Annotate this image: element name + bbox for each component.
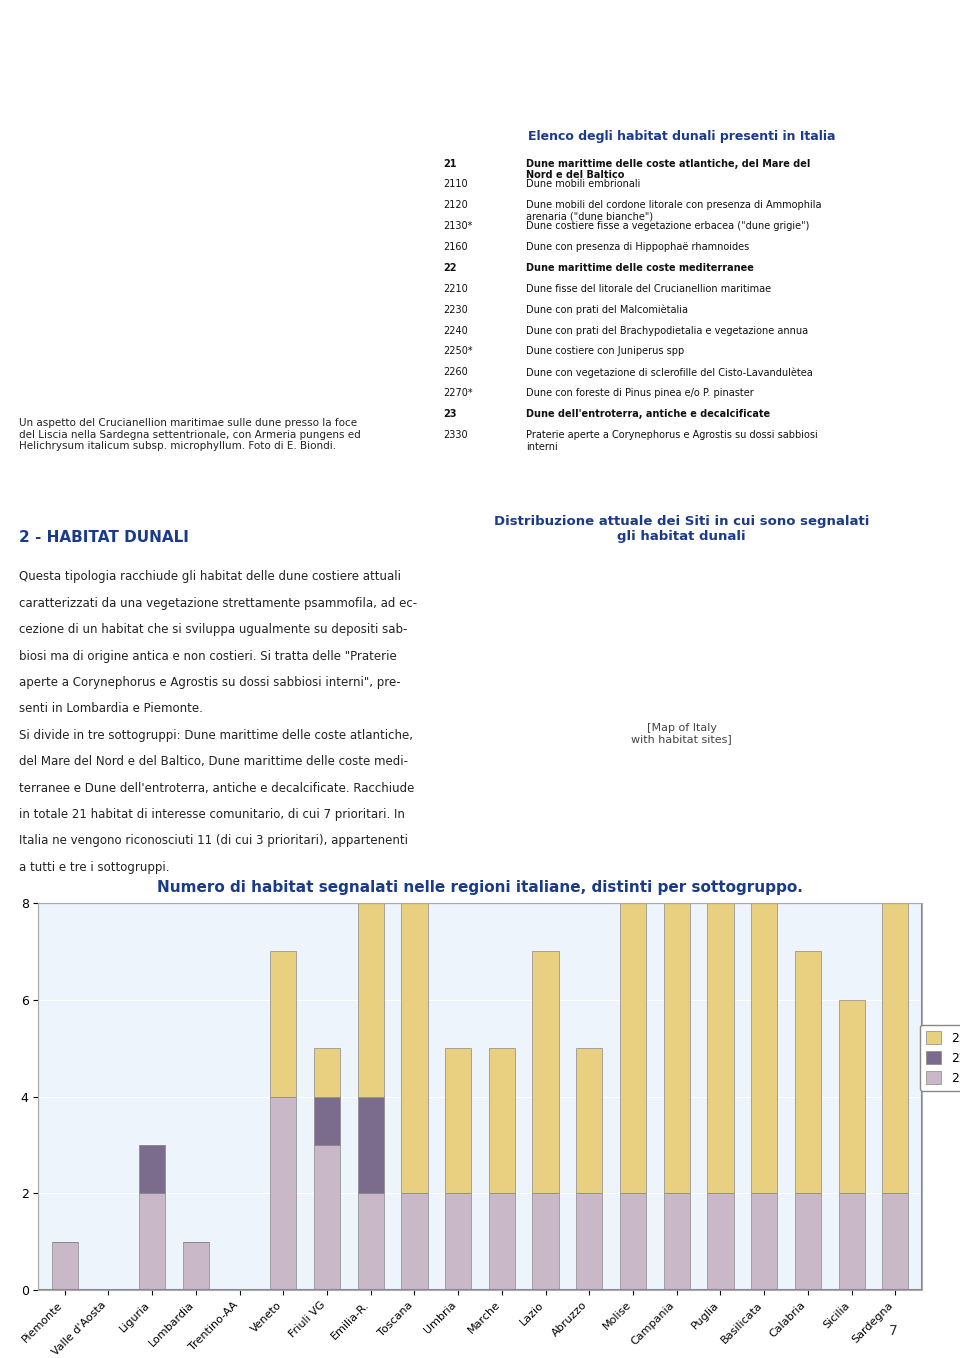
Bar (401, 903, 427, 1194)
Bar (401, 1194, 427, 1290)
Bar (314, 1048, 340, 1097)
Bar (357, 1097, 384, 1194)
Bar (445, 1194, 471, 1290)
Bar (533, 1194, 559, 1290)
Text: Dune mobili embrionali: Dune mobili embrionali (526, 179, 640, 190)
Bar (751, 1194, 778, 1290)
Bar (751, 903, 778, 1194)
Text: [Photo: Crucianellion maritimae
on dunes, Sardinia]: [Photo: Crucianellion maritimae on dunes… (132, 193, 309, 215)
Bar (708, 903, 733, 1194)
Text: 2330: 2330 (444, 430, 468, 440)
Bar (882, 903, 908, 1194)
Text: in totale 21 habitat di interesse comunitario, di cui 7 prioritari. In: in totale 21 habitat di interesse comuni… (19, 808, 405, 822)
Text: Dune costiere fisse a vegetazione erbacea ("dune grigie"): Dune costiere fisse a vegetazione erbace… (526, 221, 809, 231)
Text: terranee e Dune dell'entroterra, antiche e decalcificate. Racchiude: terranee e Dune dell'entroterra, antiche… (19, 782, 415, 794)
Bar (139, 1145, 165, 1194)
Text: Dune marittime delle coste atlantiche, del Mare del
Nord e del Baltico: Dune marittime delle coste atlantiche, d… (526, 159, 810, 181)
Bar (182, 1241, 209, 1290)
Bar (445, 1048, 471, 1194)
Text: 21: 21 (444, 159, 457, 168)
Bar (795, 952, 821, 1194)
Bar (620, 903, 646, 1194)
Text: 2 - HABITAT DUNALI: 2 - HABITAT DUNALI (19, 530, 189, 545)
Text: Dune dell'entroterra, antiche e decalcificate: Dune dell'entroterra, antiche e decalcif… (526, 409, 770, 420)
Bar (795, 1194, 821, 1290)
Text: Dune marittime delle coste mediterranee: Dune marittime delle coste mediterranee (526, 263, 754, 273)
Bar (882, 1194, 908, 1290)
Bar (139, 1194, 165, 1290)
Bar (838, 999, 865, 1194)
Bar (270, 952, 297, 1097)
Text: senti in Lombardia e Piemonte.: senti in Lombardia e Piemonte. (19, 702, 204, 716)
Text: cezione di un habitat che si sviluppa ugualmente su depositi sab-: cezione di un habitat che si sviluppa ug… (19, 623, 408, 637)
Text: aperte a Corynephorus e Agrostis su dossi sabbiosi interni", pre-: aperte a Corynephorus e Agrostis su doss… (19, 676, 401, 689)
Text: Italia ne vengono riconosciuti 11 (di cui 3 prioritari), appartenenti: Italia ne vengono riconosciuti 11 (di cu… (19, 834, 408, 847)
Text: 2120: 2120 (444, 201, 468, 210)
Text: Un aspetto del Crucianellion maritimae sulle dune presso la foce
del Liscia nell: Un aspetto del Crucianellion maritimae s… (19, 418, 361, 451)
Text: Praterie aperte a Corynephorus e Agrostis su dossi sabbiosi
interni: Praterie aperte a Corynephorus e Agrosti… (526, 430, 818, 452)
Bar (620, 1194, 646, 1290)
Text: 2260: 2260 (444, 368, 468, 378)
Text: 7: 7 (888, 1324, 898, 1338)
Text: Dune fisse del litorale del Crucianellion maritimae: Dune fisse del litorale del Crucianellio… (526, 284, 771, 293)
Text: 2240: 2240 (444, 326, 468, 335)
Text: Dune con prati del Malcomiètalia: Dune con prati del Malcomiètalia (526, 304, 688, 315)
Bar (314, 1145, 340, 1290)
Bar (576, 1194, 603, 1290)
Bar (357, 1194, 384, 1290)
Text: 23: 23 (444, 409, 457, 420)
Bar (708, 1194, 733, 1290)
Bar (38, 903, 922, 1290)
Text: Dune mobili del cordone litorale con presenza di Ammophila
arenaria ("dune bianc: Dune mobili del cordone litorale con pre… (526, 201, 822, 221)
Text: a tutti e tre i sottogruppi.: a tutti e tre i sottogruppi. (19, 861, 170, 875)
Title: Numero di habitat segnalati nelle regioni italiane, distinti per sottogruppo.: Numero di habitat segnalati nelle region… (157, 880, 803, 895)
Bar (838, 1194, 865, 1290)
Bar (533, 952, 559, 1194)
Legend: 23, 22, 21: 23, 22, 21 (920, 1025, 960, 1090)
Text: 22: 22 (444, 263, 457, 273)
Bar (270, 1097, 297, 1290)
Bar (314, 1097, 340, 1145)
Text: del Mare del Nord e del Baltico, Dune marittime delle coste medi-: del Mare del Nord e del Baltico, Dune ma… (19, 755, 408, 769)
Text: [Map of Italy
with habitat sites]: [Map of Italy with habitat sites] (632, 722, 732, 744)
Text: Dune con foreste di Pinus pinea e/o P. pinaster: Dune con foreste di Pinus pinea e/o P. p… (526, 388, 754, 398)
Text: Dune con vegetazione di sclerofille del Cisto-Lavandulètea: Dune con vegetazione di sclerofille del … (526, 368, 813, 378)
Text: 2250*: 2250* (444, 346, 472, 356)
Text: Elenco degli habitat dunali presenti in Italia: Elenco degli habitat dunali presenti in … (528, 130, 835, 143)
Bar (663, 903, 690, 1194)
Text: caratterizzati da una vegetazione strettamente psammofila, ad ec-: caratterizzati da una vegetazione strett… (19, 598, 418, 610)
Bar (489, 1194, 515, 1290)
Text: 2230: 2230 (444, 304, 468, 315)
Text: Si divide in tre sottogruppi: Dune marittime delle coste atlantiche,: Si divide in tre sottogruppi: Dune marit… (19, 729, 413, 741)
Text: 2210: 2210 (444, 284, 468, 293)
Text: Distribuzione attuale dei Siti in cui sono segnalati
gli habitat dunali: Distribuzione attuale dei Siti in cui so… (493, 516, 870, 543)
Text: 2110: 2110 (444, 179, 468, 190)
Text: Questa tipologia racchiude gli habitat delle dune costiere attuali: Questa tipologia racchiude gli habitat d… (19, 570, 401, 584)
Text: Dune con presenza di Hippophaë rhamnoides: Dune con presenza di Hippophaë rhamnoide… (526, 242, 750, 253)
Bar (52, 1241, 78, 1290)
Text: 2130*: 2130* (444, 221, 472, 231)
Text: biosi ma di origine antica e non costieri. Si tratta delle "Praterie: biosi ma di origine antica e non costier… (19, 649, 396, 663)
Bar (357, 903, 384, 1097)
Bar (489, 1048, 515, 1194)
Bar (576, 1048, 603, 1194)
Text: 2270*: 2270* (444, 388, 472, 398)
Text: Dune con prati del Brachypodietalia e vegetazione annua: Dune con prati del Brachypodietalia e ve… (526, 326, 808, 335)
Text: Dune costiere con Juniperus spp: Dune costiere con Juniperus spp (526, 346, 684, 356)
Bar (663, 1194, 690, 1290)
Text: 2160: 2160 (444, 242, 468, 253)
